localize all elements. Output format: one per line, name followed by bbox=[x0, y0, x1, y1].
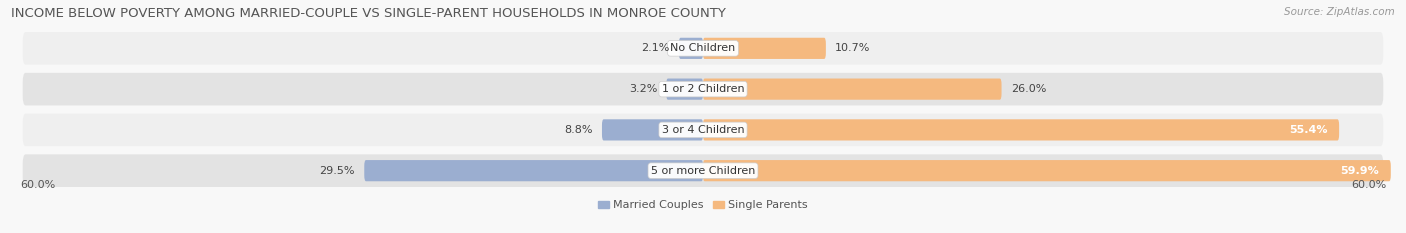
FancyBboxPatch shape bbox=[22, 73, 1384, 105]
FancyBboxPatch shape bbox=[666, 79, 703, 100]
Text: 60.0%: 60.0% bbox=[1351, 180, 1386, 190]
Text: 60.0%: 60.0% bbox=[20, 180, 55, 190]
Text: No Children: No Children bbox=[671, 43, 735, 53]
Text: 55.4%: 55.4% bbox=[1289, 125, 1327, 135]
Text: INCOME BELOW POVERTY AMONG MARRIED-COUPLE VS SINGLE-PARENT HOUSEHOLDS IN MONROE : INCOME BELOW POVERTY AMONG MARRIED-COUPL… bbox=[11, 7, 725, 20]
FancyBboxPatch shape bbox=[703, 38, 825, 59]
FancyBboxPatch shape bbox=[22, 154, 1384, 187]
FancyBboxPatch shape bbox=[602, 119, 703, 140]
Text: 59.9%: 59.9% bbox=[1340, 166, 1379, 176]
Text: 5 or more Children: 5 or more Children bbox=[651, 166, 755, 176]
Text: 3 or 4 Children: 3 or 4 Children bbox=[662, 125, 744, 135]
FancyBboxPatch shape bbox=[703, 79, 1001, 100]
Legend: Married Couples, Single Parents: Married Couples, Single Parents bbox=[593, 196, 813, 215]
Text: 10.7%: 10.7% bbox=[835, 43, 870, 53]
Text: 26.0%: 26.0% bbox=[1011, 84, 1046, 94]
Text: 29.5%: 29.5% bbox=[319, 166, 356, 176]
FancyBboxPatch shape bbox=[22, 114, 1384, 146]
Text: 3.2%: 3.2% bbox=[628, 84, 657, 94]
FancyBboxPatch shape bbox=[364, 160, 703, 181]
FancyBboxPatch shape bbox=[703, 119, 1339, 140]
FancyBboxPatch shape bbox=[703, 160, 1391, 181]
Text: 2.1%: 2.1% bbox=[641, 43, 669, 53]
Text: 8.8%: 8.8% bbox=[564, 125, 593, 135]
FancyBboxPatch shape bbox=[22, 32, 1384, 65]
FancyBboxPatch shape bbox=[679, 38, 703, 59]
Text: Source: ZipAtlas.com: Source: ZipAtlas.com bbox=[1284, 7, 1395, 17]
Text: 1 or 2 Children: 1 or 2 Children bbox=[662, 84, 744, 94]
